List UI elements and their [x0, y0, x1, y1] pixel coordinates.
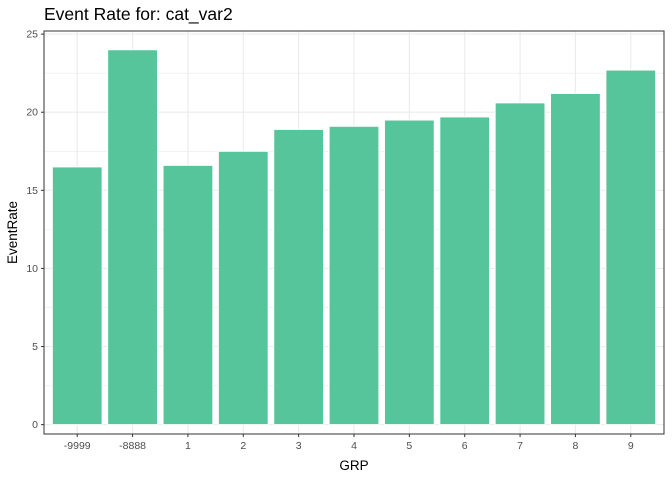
- chart-title: Event Rate for: cat_var2: [44, 4, 233, 24]
- x-tick-label: 5: [406, 440, 412, 452]
- x-tick-label: 1: [185, 440, 191, 452]
- bar: [107, 49, 158, 426]
- x-tick-label: 7: [517, 440, 523, 452]
- y-tick-label: 20: [26, 107, 38, 119]
- y-tick-label: 10: [26, 263, 38, 275]
- bar: [605, 69, 657, 426]
- y-tick-label: 5: [32, 341, 38, 353]
- bar: [383, 119, 435, 426]
- y-tick-label: 25: [26, 29, 38, 41]
- x-tick-label: 2: [240, 440, 246, 452]
- y-tick-label: 0: [32, 419, 38, 431]
- x-tick-label: 3: [296, 440, 302, 452]
- bar: [328, 125, 380, 426]
- x-tick-label: -9999: [64, 440, 91, 452]
- bars: [51, 49, 657, 426]
- y-axis-title: EventRate: [5, 201, 20, 264]
- bar: [51, 166, 103, 426]
- x-tick-label: 4: [351, 440, 357, 452]
- bar: [439, 116, 491, 426]
- x-axis-title: GRP: [339, 458, 368, 473]
- bar: [273, 128, 325, 426]
- bar: [494, 102, 546, 426]
- x-tick-label: 8: [573, 440, 579, 452]
- bar: [162, 164, 214, 426]
- axis-ticks: 0 5 10 15 20 25 -9999 -8888 1 2 3 4 5 6 7 8 9: [26, 29, 634, 452]
- x-tick-label: -8888: [119, 440, 146, 452]
- bar: [550, 92, 601, 426]
- bar: [217, 150, 269, 426]
- y-tick-label: 15: [26, 185, 38, 197]
- x-tick-label: 6: [462, 440, 468, 452]
- x-tick-label: 9: [628, 440, 634, 452]
